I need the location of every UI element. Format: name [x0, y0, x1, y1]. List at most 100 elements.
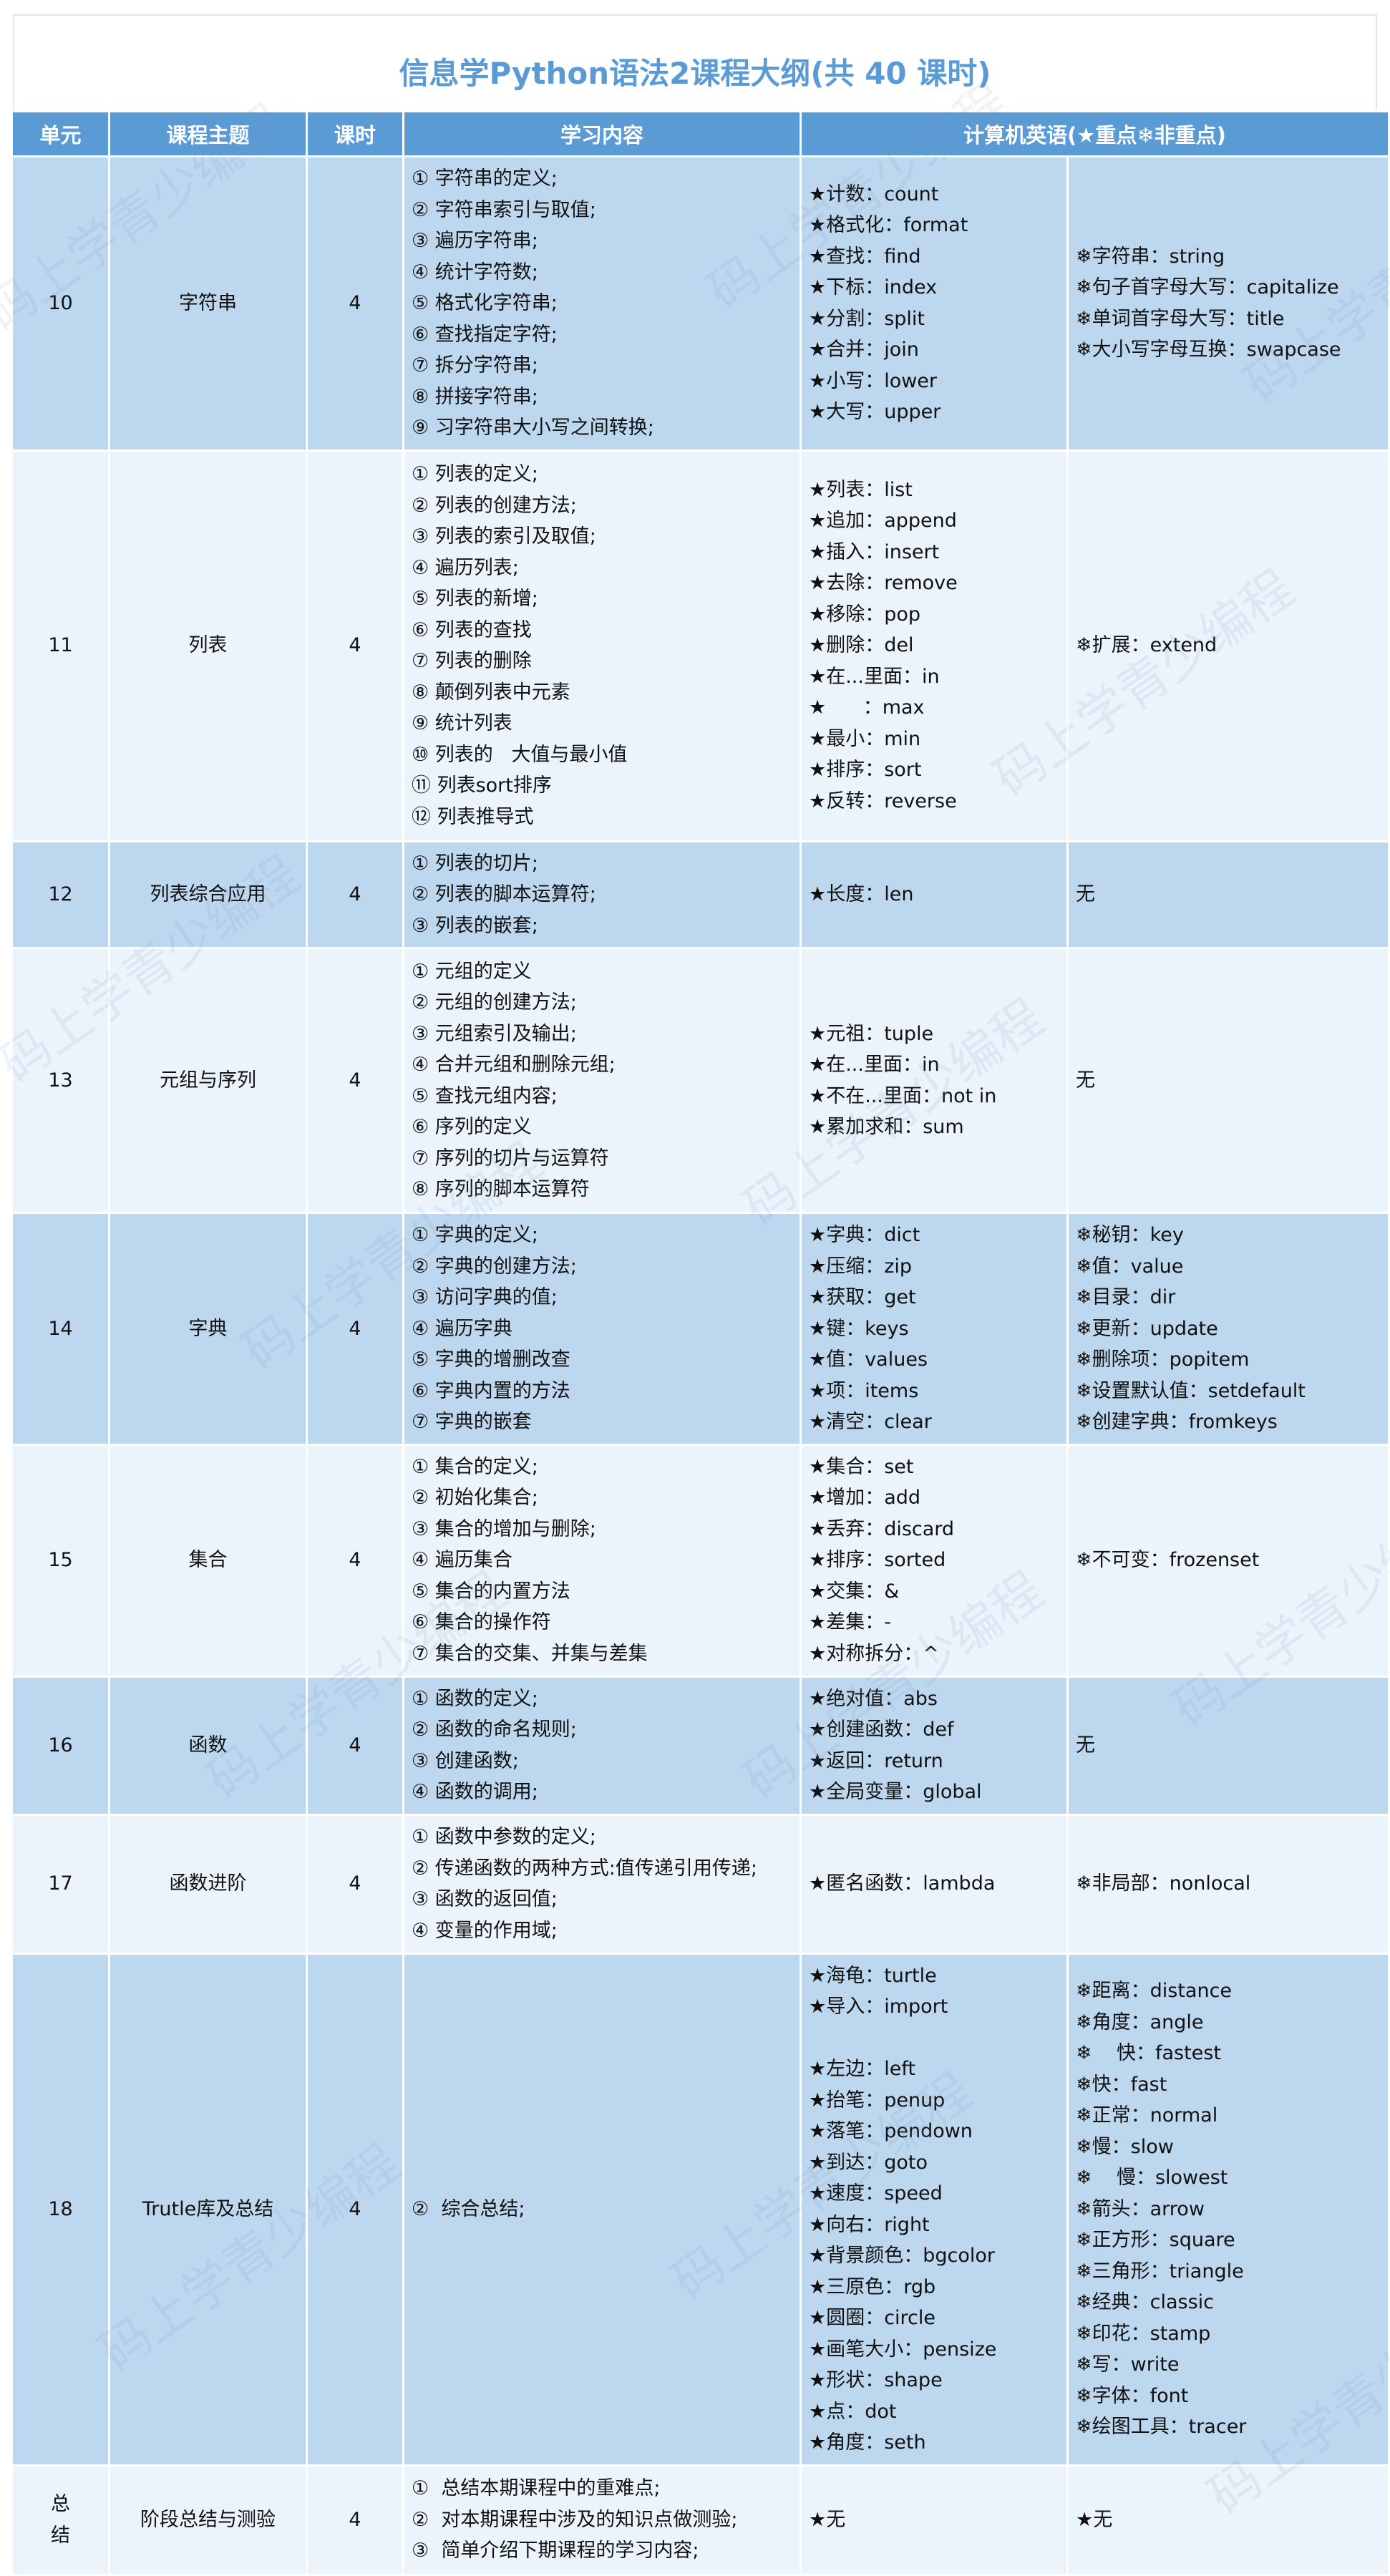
unit-cell-text: 16 [48, 1734, 73, 1756]
key-item: ★向右：right [809, 2213, 930, 2236]
nonkey-item: ❄创建字典：fromkeys [1076, 1411, 1278, 1433]
content-item: ① 集合的定义; [412, 1455, 538, 1478]
key-item: ★增加：add [809, 1487, 921, 1510]
nonkey-cell: 无 [1069, 842, 1388, 947]
topic-cell-text: 字符串 [179, 292, 237, 314]
content-item: ① 字符串的定义; [412, 167, 558, 190]
content-item: ⑤ 查找元组内容; [412, 1084, 558, 1107]
topic-cell: 字典 [110, 1214, 306, 1444]
key-item: ★不在...里面：not in [809, 1084, 997, 1107]
key-item: ★绝对值：abs [809, 1687, 938, 1710]
topic-cell: 函数 [110, 1677, 306, 1814]
content-item: ① 列表的切片; [412, 852, 538, 875]
topic-cell: 阶段总结与测验 [110, 2466, 306, 2574]
nonkey-cell: ❄距离：distance ❄角度：angle ❄ 快：fastest ❄快：fast ❄… [1069, 1954, 1388, 2464]
topic-cell: 集合 [110, 1445, 306, 1676]
unit-cell: 11 [13, 451, 108, 840]
nonkey-item: ❄距离：distance [1076, 1980, 1233, 2003]
hours-cell-text: 4 [349, 292, 361, 314]
content-cell: ① 字符串的定义; ② 字符串索引与取值; ③ 遍历字符串; ④ 统计字符数; ⑤ 格式… [404, 157, 800, 449]
content-item: ⑧ 拼接字符串; [412, 385, 538, 408]
topic-cell-text: 列表 [188, 634, 228, 657]
unit-cell-text: 13 [48, 1069, 73, 1092]
key-item: ★导入：import [809, 1996, 948, 2018]
hours-cell-text: 4 [349, 1872, 361, 1895]
nonkey-item: ❄箭头：arrow [1076, 2197, 1205, 2220]
nonkey-item: ❄大小写字母互换：swapcase [1076, 339, 1341, 361]
nonkey-item: ❄正方形：square [1076, 2229, 1235, 2252]
key-item: ★大写：upper [809, 401, 941, 424]
topic-cell: 函数进阶 [110, 1815, 306, 1953]
content-item: ⑨ 习字符串大小写之间转换; [412, 417, 654, 439]
nonkey-item: 无 [1076, 1734, 1095, 1756]
key-item: ★三原色：rgb [809, 2275, 936, 2298]
key-item: ★集合：set [809, 1455, 914, 1478]
hours-cell-text: 4 [349, 1734, 361, 1756]
content-item: ① 字典的定义; [412, 1224, 538, 1246]
content-item: ② 字符串索引与取值; [412, 198, 596, 221]
key-item: ★列表：list [809, 478, 913, 501]
key-item: ★抬笔：penup [809, 2089, 946, 2111]
hours-cell-text: 4 [349, 1069, 361, 1092]
content-item: ② 对本期课程中涉及的知识点做测验; [412, 2508, 738, 2531]
header-content: 学习内容 [404, 112, 800, 155]
key-item: ★海龟：turtle [809, 1964, 937, 1987]
content-item: ① 元组的定义 [412, 960, 532, 983]
nonkey-item: ❄秘钥：key [1076, 1224, 1184, 1246]
topic-cell-text: 列表综合应用 [150, 883, 266, 905]
unit-cell: 18 [13, 1954, 108, 2464]
content-item: ② 列表的脚本运算符; [412, 883, 596, 905]
hours-cell: 4 [308, 1815, 402, 1953]
content-cell: ① 集合的定义; ② 初始化集合; ③ 集合的增加与删除; ④ 遍历集合 ⑤ 集合的内置… [404, 1445, 800, 1676]
key-item: ★交集：& [809, 1580, 900, 1603]
unit-cell-text: 11 [48, 634, 73, 657]
content-item: ④ 遍历列表; [412, 556, 519, 579]
hours-cell-text: 4 [349, 634, 361, 657]
nonkey-cell: 无 [1069, 949, 1388, 1212]
key-item: ★下标：index [809, 276, 938, 299]
key-cell: ★集合：set ★增加：add ★丢弃：discard ★排序：sorted ★交集：&… [802, 1445, 1066, 1676]
header-unit: 单元 [13, 112, 108, 155]
table-row: 17 函数进阶 4 ① 函数中参数的定义; ② 传递函数的两种方式:值传递引用传递; ③ … [13, 1815, 1388, 1953]
key-cell: ★绝对值：abs ★创建函数：def ★返回：return ★全局变量：global [802, 1677, 1066, 1814]
nonkey-cell: ❄扩展：extend [1069, 451, 1388, 840]
key-item: ★插入：insert [809, 540, 940, 563]
course-table: 单元 课程主题 课时 学习内容 计算机英语(★重点❄非重点) 10 字符串 4 ① 字… [11, 110, 1390, 2576]
nonkey-item: ❄印花：stamp [1076, 2322, 1211, 2345]
nonkey-item: ❄目录：dir [1076, 1286, 1176, 1308]
key-item: ★左边：left [809, 2058, 915, 2080]
key-item: ★计数：count [809, 183, 939, 205]
table-row: 14 字典 4 ① 字典的定义; ② 字典的创建方法; ③ 访问字典的值; ④ 遍历字典 ⑤ … [13, 1214, 1388, 1444]
content-item: ⑥ 字典内置的方法 [412, 1379, 570, 1402]
content-item: ② 函数的命名规则; [412, 1719, 577, 1741]
unit-cell: 14 [13, 1214, 108, 1444]
key-item: ★累加求和：sum [809, 1116, 964, 1138]
hours-cell: 4 [308, 1677, 402, 1814]
nonkey-cell: ★无 [1069, 2466, 1388, 2574]
content-item: ⑧ 序列的脚本运算符 [412, 1178, 590, 1200]
content-item: ⑦ 集合的交集、并集与差集 [412, 1642, 648, 1665]
content-cell: ① 元组的定义 ② 元组的创建方法; ③ 元组索引及输出; ④ 合并元组和删除元组; ⑤… [404, 949, 800, 1212]
nonkey-item: ❄三角形：triangle [1076, 2260, 1244, 2283]
nonkey-item: ❄ 快：fastest [1076, 2042, 1221, 2065]
course-outline-sheet: 信息学Python语法2课程大纲(共 40 课时) 单元 课程主题 课时 学习内… [13, 14, 1388, 2576]
nonkey-item: 无 [1076, 1069, 1095, 1092]
key-item: ★差集：- [809, 1611, 891, 1634]
content-item: ④ 函数的调用; [412, 1781, 538, 1803]
key-item: ★清空：clear [809, 1411, 932, 1433]
topic-cell: 列表综合应用 [110, 842, 306, 947]
content-cell: ② 综合总结; [404, 1954, 800, 2464]
nonkey-item: ❄快：fast [1076, 2073, 1167, 2096]
content-cell: ① 函数的定义; ② 函数的命名规则; ③ 创建函数; ④ 函数的调用; [404, 1677, 800, 1814]
key-item: ★画笔大小：pensize [809, 2338, 997, 2361]
hours-cell: 4 [308, 157, 402, 449]
table-row: 15 集合 4 ① 集合的定义; ② 初始化集合; ③ 集合的增加与删除; ④ 遍历集合 ⑤ … [13, 1445, 1388, 1676]
unit-cell: 10 [13, 157, 108, 449]
topic-cell-text: 元组与序列 [160, 1069, 256, 1092]
header-topic: 课程主题 [110, 112, 306, 155]
page-title: 信息学Python语法2课程大纲(共 40 课时) [13, 14, 1377, 110]
key-item: ★项：items [809, 1379, 919, 1402]
nonkey-item: ❄删除项：popitem [1076, 1348, 1250, 1371]
nonkey-item: ❄非局部：nonlocal [1076, 1872, 1251, 1895]
content-cell: ① 总结本期课程中的重难点; ② 对本期课程中涉及的知识点做测验; ③ 简单介绍下期… [404, 2466, 800, 2574]
